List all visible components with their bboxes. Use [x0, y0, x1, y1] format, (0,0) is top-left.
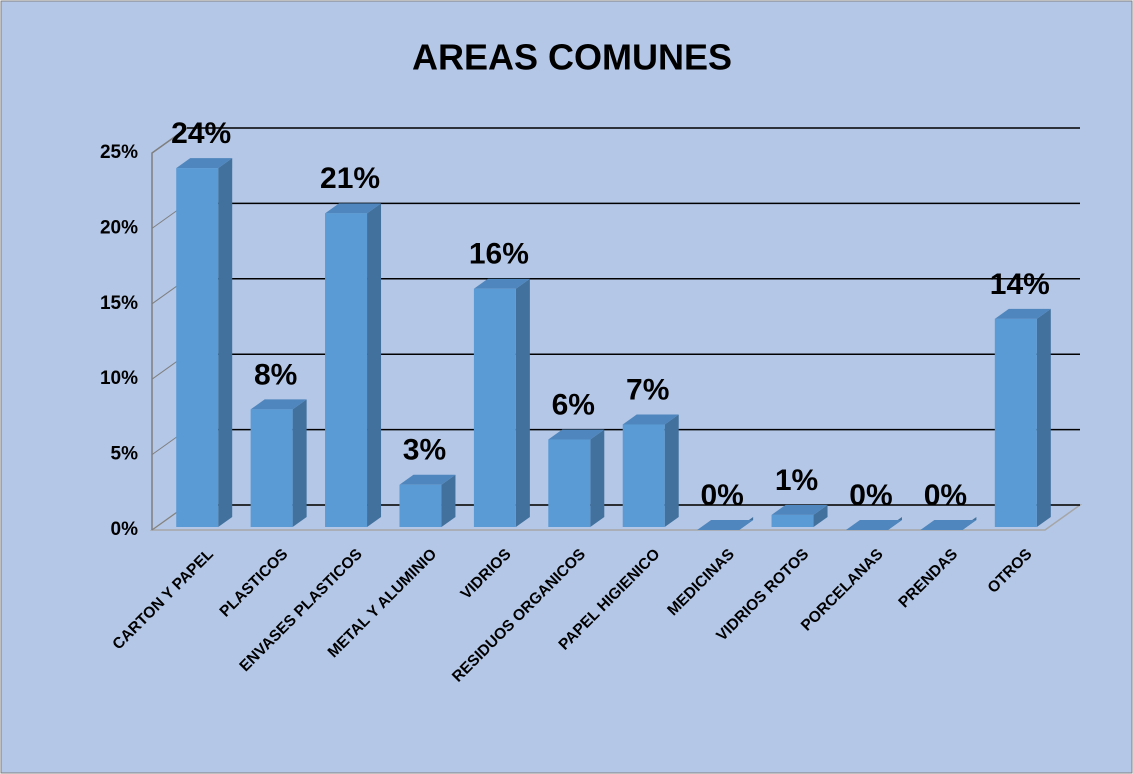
bar [920, 517, 977, 530]
data-label: 24% [171, 117, 231, 150]
bar-front [622, 424, 665, 527]
bar-side [367, 203, 382, 527]
bar [325, 203, 382, 527]
grid-line-side [151, 127, 188, 154]
bar-top [548, 429, 605, 440]
bar-top [697, 520, 754, 530]
bar-side [813, 504, 828, 527]
bar-front [771, 514, 814, 527]
bar-side [441, 474, 456, 527]
bar-top [771, 504, 828, 515]
bar-top [176, 158, 233, 169]
data-label: 8% [254, 358, 297, 391]
bar [399, 474, 456, 527]
bar-top [920, 520, 977, 530]
bar [473, 278, 530, 527]
bar [250, 399, 307, 527]
data-label: 0% [700, 479, 743, 512]
y-tick-label: 25% [100, 142, 138, 163]
bar-side [590, 429, 605, 527]
bar-front [548, 439, 591, 527]
bar-front [250, 409, 293, 527]
bar-front [994, 318, 1037, 527]
bar [176, 158, 233, 527]
bar-top [994, 308, 1051, 319]
y-tick-label: 15% [100, 293, 138, 314]
bar-front [399, 484, 442, 527]
bar [622, 414, 679, 527]
bar-front [473, 288, 516, 527]
bar-top [473, 278, 530, 289]
data-label: 16% [469, 238, 529, 271]
data-label: 3% [403, 434, 446, 467]
bar-top [325, 203, 382, 214]
bar [845, 517, 902, 530]
data-label: 7% [626, 373, 669, 406]
data-label: 6% [552, 388, 595, 421]
data-label: 0% [924, 479, 967, 512]
bar [548, 429, 605, 527]
y-tick-label: 20% [100, 217, 138, 238]
bar [771, 504, 828, 527]
bar-front [176, 168, 219, 527]
bar-top [845, 520, 902, 530]
chart-title: AREAS COMUNES [412, 37, 732, 78]
data-label: 14% [990, 268, 1050, 301]
bar-side [218, 158, 233, 527]
bar-side [515, 278, 530, 527]
data-label: 1% [775, 464, 818, 497]
data-label: 21% [320, 162, 380, 195]
y-tick-label: 10% [100, 368, 138, 389]
bar-side [664, 414, 679, 527]
y-tick-label: 5% [111, 444, 139, 465]
bar-side [292, 399, 307, 527]
bar [697, 517, 754, 530]
data-label: 0% [849, 479, 892, 512]
bar-side [1036, 308, 1051, 527]
bar-top [399, 474, 456, 485]
bar [994, 308, 1051, 527]
bar-top [250, 399, 307, 410]
y-tick-label: 0% [111, 519, 139, 540]
bar-front [325, 213, 368, 527]
bar-top [622, 414, 679, 425]
